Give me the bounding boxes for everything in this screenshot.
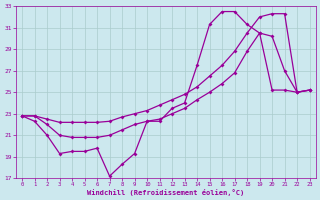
- X-axis label: Windchill (Refroidissement éolien,°C): Windchill (Refroidissement éolien,°C): [87, 189, 244, 196]
